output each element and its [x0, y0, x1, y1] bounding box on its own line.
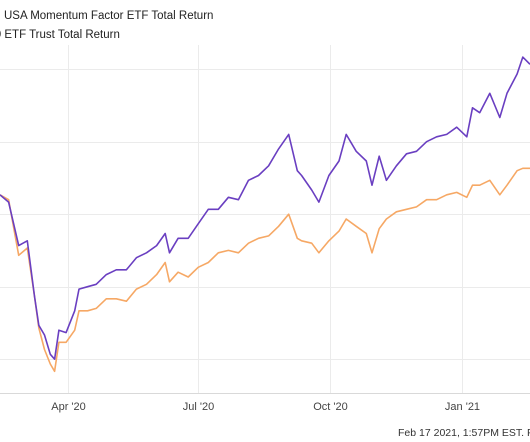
- x-tick-label-2: Oct '20: [313, 401, 348, 413]
- legend-label-sp500: 500 ETF Trust Total Return: [0, 29, 120, 41]
- legend-entry-momentum: USA Momentum Factor ETF Total Return: [0, 7, 530, 26]
- legend-entry-sp500: 500 ETF Trust Total Return: [0, 26, 530, 45]
- vertical-gridlines: [68, 45, 463, 393]
- x-axis-tick-labels: Apr '20 Jul '20 Oct '20 Jan '21: [51, 401, 480, 413]
- x-tick-label-0: Apr '20: [51, 401, 86, 413]
- x-tick-label-3: Jan '21: [445, 401, 480, 413]
- chart-footer: Feb 17 2021, 1:57PM EST. Powered by YCHA…: [398, 427, 530, 439]
- horizontal-gridlines: [0, 69, 530, 360]
- series-line-sp500: [0, 167, 530, 373]
- legend: USA Momentum Factor ETF Total Return 500…: [0, 7, 530, 45]
- series-layer: [0, 56, 530, 373]
- legend-label-momentum: USA Momentum Factor ETF Total Return: [4, 10, 214, 22]
- x-tick-label-1: Jul '20: [183, 401, 214, 413]
- series-line-momentum: [0, 56, 530, 361]
